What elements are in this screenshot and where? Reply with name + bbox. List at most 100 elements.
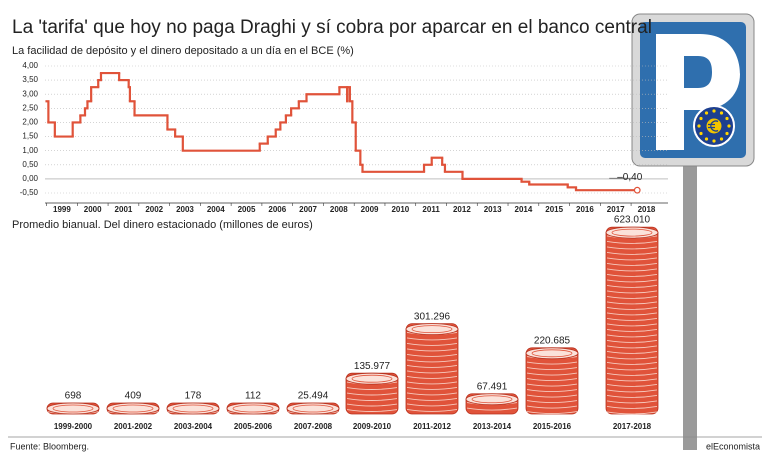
coin-edge: [406, 337, 458, 341]
coin-edge: [606, 345, 658, 349]
x-tick-label: 1999-2000: [54, 422, 93, 431]
coin-edge: [526, 405, 578, 409]
coin-edge: [526, 372, 578, 376]
x-tick-label: 2002: [145, 205, 163, 214]
coin-edge: [526, 400, 578, 404]
coin-edge: [466, 407, 518, 411]
coin-edge: [606, 339, 658, 343]
y-tick-label: 2,00: [22, 118, 38, 127]
coin-edge: [606, 400, 658, 404]
coin-face: [611, 228, 653, 237]
x-tick-label: 2017: [607, 205, 625, 214]
coin-edge: [606, 290, 658, 294]
sign-pole: [683, 150, 697, 450]
coin-edge: [526, 378, 578, 382]
coin-edge: [606, 378, 658, 382]
coin-edge: [606, 389, 658, 393]
coin-edge: [526, 383, 578, 387]
value-label: 178: [185, 391, 202, 402]
x-tick-label: 2018: [638, 205, 656, 214]
x-tick-label: 2009-2010: [353, 422, 392, 431]
value-label: 25.494: [298, 391, 329, 402]
parking-sign: [631, 13, 755, 450]
x-tick-label: 2011: [422, 205, 440, 214]
x-tick-label: 1999: [53, 205, 71, 214]
value-label: 220.685: [534, 335, 571, 346]
coin-face: [52, 404, 94, 413]
coin-edge: [606, 295, 658, 299]
coin-edge: [606, 284, 658, 288]
x-tick-label: 2001-2002: [114, 422, 153, 431]
coin-edge: [606, 411, 658, 415]
coin-edge: [526, 367, 578, 371]
coin-edge: [406, 397, 458, 401]
x-tick-label: 2008: [330, 205, 348, 214]
y-tick-label: 1,00: [22, 146, 38, 155]
x-tick-label: 2014: [515, 205, 533, 214]
coin-edge: [606, 273, 658, 277]
coin-edge: [526, 411, 578, 415]
x-tick-label: 2012: [453, 205, 471, 214]
x-tick-label: 2015: [545, 205, 563, 214]
value-label: 135.977: [354, 361, 391, 372]
coin-edge: [406, 364, 458, 368]
coin-edge: [606, 405, 658, 409]
x-tick-label: 2013: [484, 205, 502, 214]
value-label: 67.491: [477, 381, 508, 392]
coin-edge: [606, 240, 658, 244]
coin-edge: [406, 348, 458, 352]
coin-edge: [406, 386, 458, 390]
x-tick-label: 2003: [176, 205, 194, 214]
coin-edge: [606, 350, 658, 354]
coin-edge: [606, 312, 658, 316]
y-tick-label: 2,50: [22, 103, 38, 112]
coin-edge: [606, 246, 658, 250]
x-tick-label: 2007-2008: [294, 422, 333, 431]
coin-edge: [606, 268, 658, 272]
coin-edge: [406, 381, 458, 385]
x-tick-label: 2016: [576, 205, 594, 214]
coin-edge: [406, 342, 458, 346]
euro-stars: [697, 109, 731, 143]
y-tick-label: 4,00: [22, 61, 38, 70]
page-title: La 'tarifa' que hoy no paga Draghi y sí …: [12, 17, 652, 38]
coin-edge: [606, 383, 658, 387]
x-tick-label: 2000: [84, 205, 102, 214]
coin-edge: [346, 403, 398, 407]
coin-edge: [346, 409, 398, 412]
value-label: 409: [125, 391, 142, 402]
coin-edge: [606, 372, 658, 376]
y-tick-label: -0,50: [20, 188, 39, 197]
y-tick-label: 0,00: [22, 174, 38, 183]
coin-edge: [606, 361, 658, 365]
rate-endpoint: [633, 186, 641, 194]
y-tick-label: 1,50: [22, 132, 38, 141]
chart-title: Promedio bianual. Del dinero estacionado…: [12, 219, 313, 231]
sign-letter: [656, 34, 740, 150]
coin-edge: [606, 328, 658, 332]
chart-title: La facilidad de depósito y el dinero dep…: [12, 45, 354, 57]
value-label: 698: [65, 391, 82, 402]
x-tick-label: 2009: [361, 205, 379, 214]
coin-edge: [406, 392, 458, 396]
euro-coin: [706, 118, 722, 134]
coin-edge: [606, 317, 658, 321]
x-tick-label: 2010: [391, 205, 409, 214]
coin-edge: [406, 408, 458, 412]
coin-edge: [406, 375, 458, 379]
coin-edge: [606, 394, 658, 398]
coin-edge: [346, 387, 398, 390]
x-tick-label: 2015-2016: [533, 422, 572, 431]
coin-edge: [346, 392, 398, 396]
source: Fuente: Bloomberg.: [10, 441, 89, 451]
coin-edge: [406, 359, 458, 363]
coin-face: [112, 404, 154, 413]
coin-edge: [606, 251, 658, 255]
x-tick-label: 2013-2014: [473, 422, 512, 431]
coin-edge: [526, 361, 578, 365]
x-tick-label: 2004: [207, 205, 225, 214]
value-label: 301.296: [414, 311, 451, 322]
coin-edge: [606, 323, 658, 327]
annotation: –0,40: [617, 172, 642, 183]
